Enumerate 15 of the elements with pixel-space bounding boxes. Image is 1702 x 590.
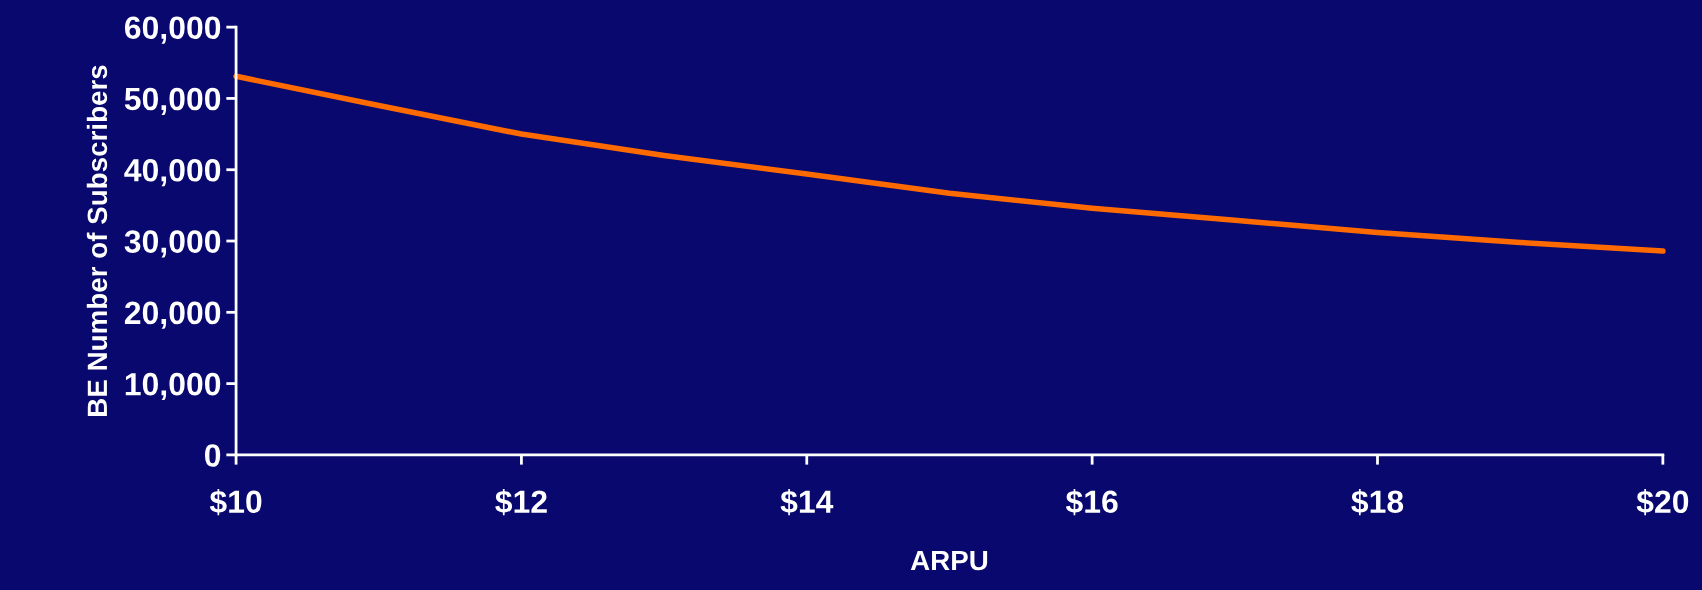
y-axis-title: BE Number of Subscribers — [86, 65, 108, 416]
y-tick-label: 50,000 — [124, 87, 221, 115]
x-tick-label: $16 — [1065, 489, 1118, 516]
x-axis-title: ARPU — [910, 550, 988, 571]
x-tick-label: $10 — [209, 489, 262, 516]
x-tick-label: $14 — [780, 489, 834, 516]
y-tick-label: 10,000 — [125, 372, 221, 401]
x-tick-label: $12 — [495, 489, 547, 516]
y-tick-label: 30,000 — [124, 230, 221, 258]
y-tick-label: 40,000 — [124, 158, 221, 187]
x-tick-label: $18 — [1351, 489, 1404, 516]
y-tick-label: 20,000 — [124, 301, 221, 329]
y-tick-label: 0 — [204, 444, 221, 467]
x-tick-label: $20 — [1636, 489, 1689, 516]
y-tick-label: 60,000 — [124, 16, 221, 44]
